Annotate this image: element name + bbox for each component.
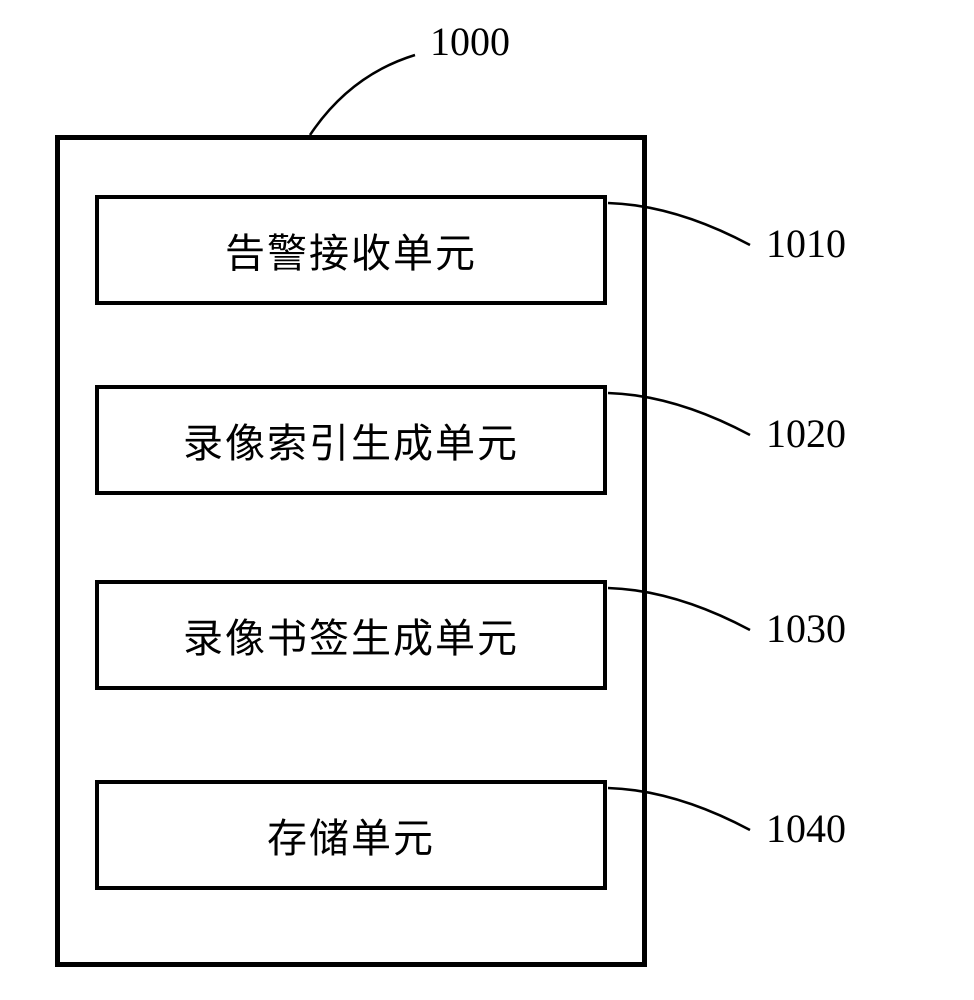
- unit-leader-1020: [605, 385, 760, 445]
- unit-label: 录像书签生成单元: [183, 606, 519, 664]
- ref-label-1010: 1010: [766, 220, 846, 267]
- ref-label-1030: 1030: [766, 605, 846, 652]
- unit-leader-1040: [605, 780, 760, 840]
- unit-video-bookmark: 录像书签生成单元: [95, 580, 607, 690]
- unit-leader-1030: [605, 580, 760, 640]
- unit-video-index: 录像索引生成单元: [95, 385, 607, 495]
- container-ref-label: 1000: [430, 18, 510, 65]
- unit-label: 录像索引生成单元: [183, 411, 519, 469]
- ref-label-1020: 1020: [766, 410, 846, 457]
- ref-label-1040: 1040: [766, 805, 846, 852]
- unit-leader-1010: [605, 195, 760, 255]
- unit-label: 告警接收单元: [225, 221, 477, 279]
- unit-label: 存储单元: [267, 806, 435, 864]
- container-leader-line: [290, 45, 430, 140]
- unit-storage: 存储单元: [95, 780, 607, 890]
- unit-alarm-receive: 告警接收单元: [95, 195, 607, 305]
